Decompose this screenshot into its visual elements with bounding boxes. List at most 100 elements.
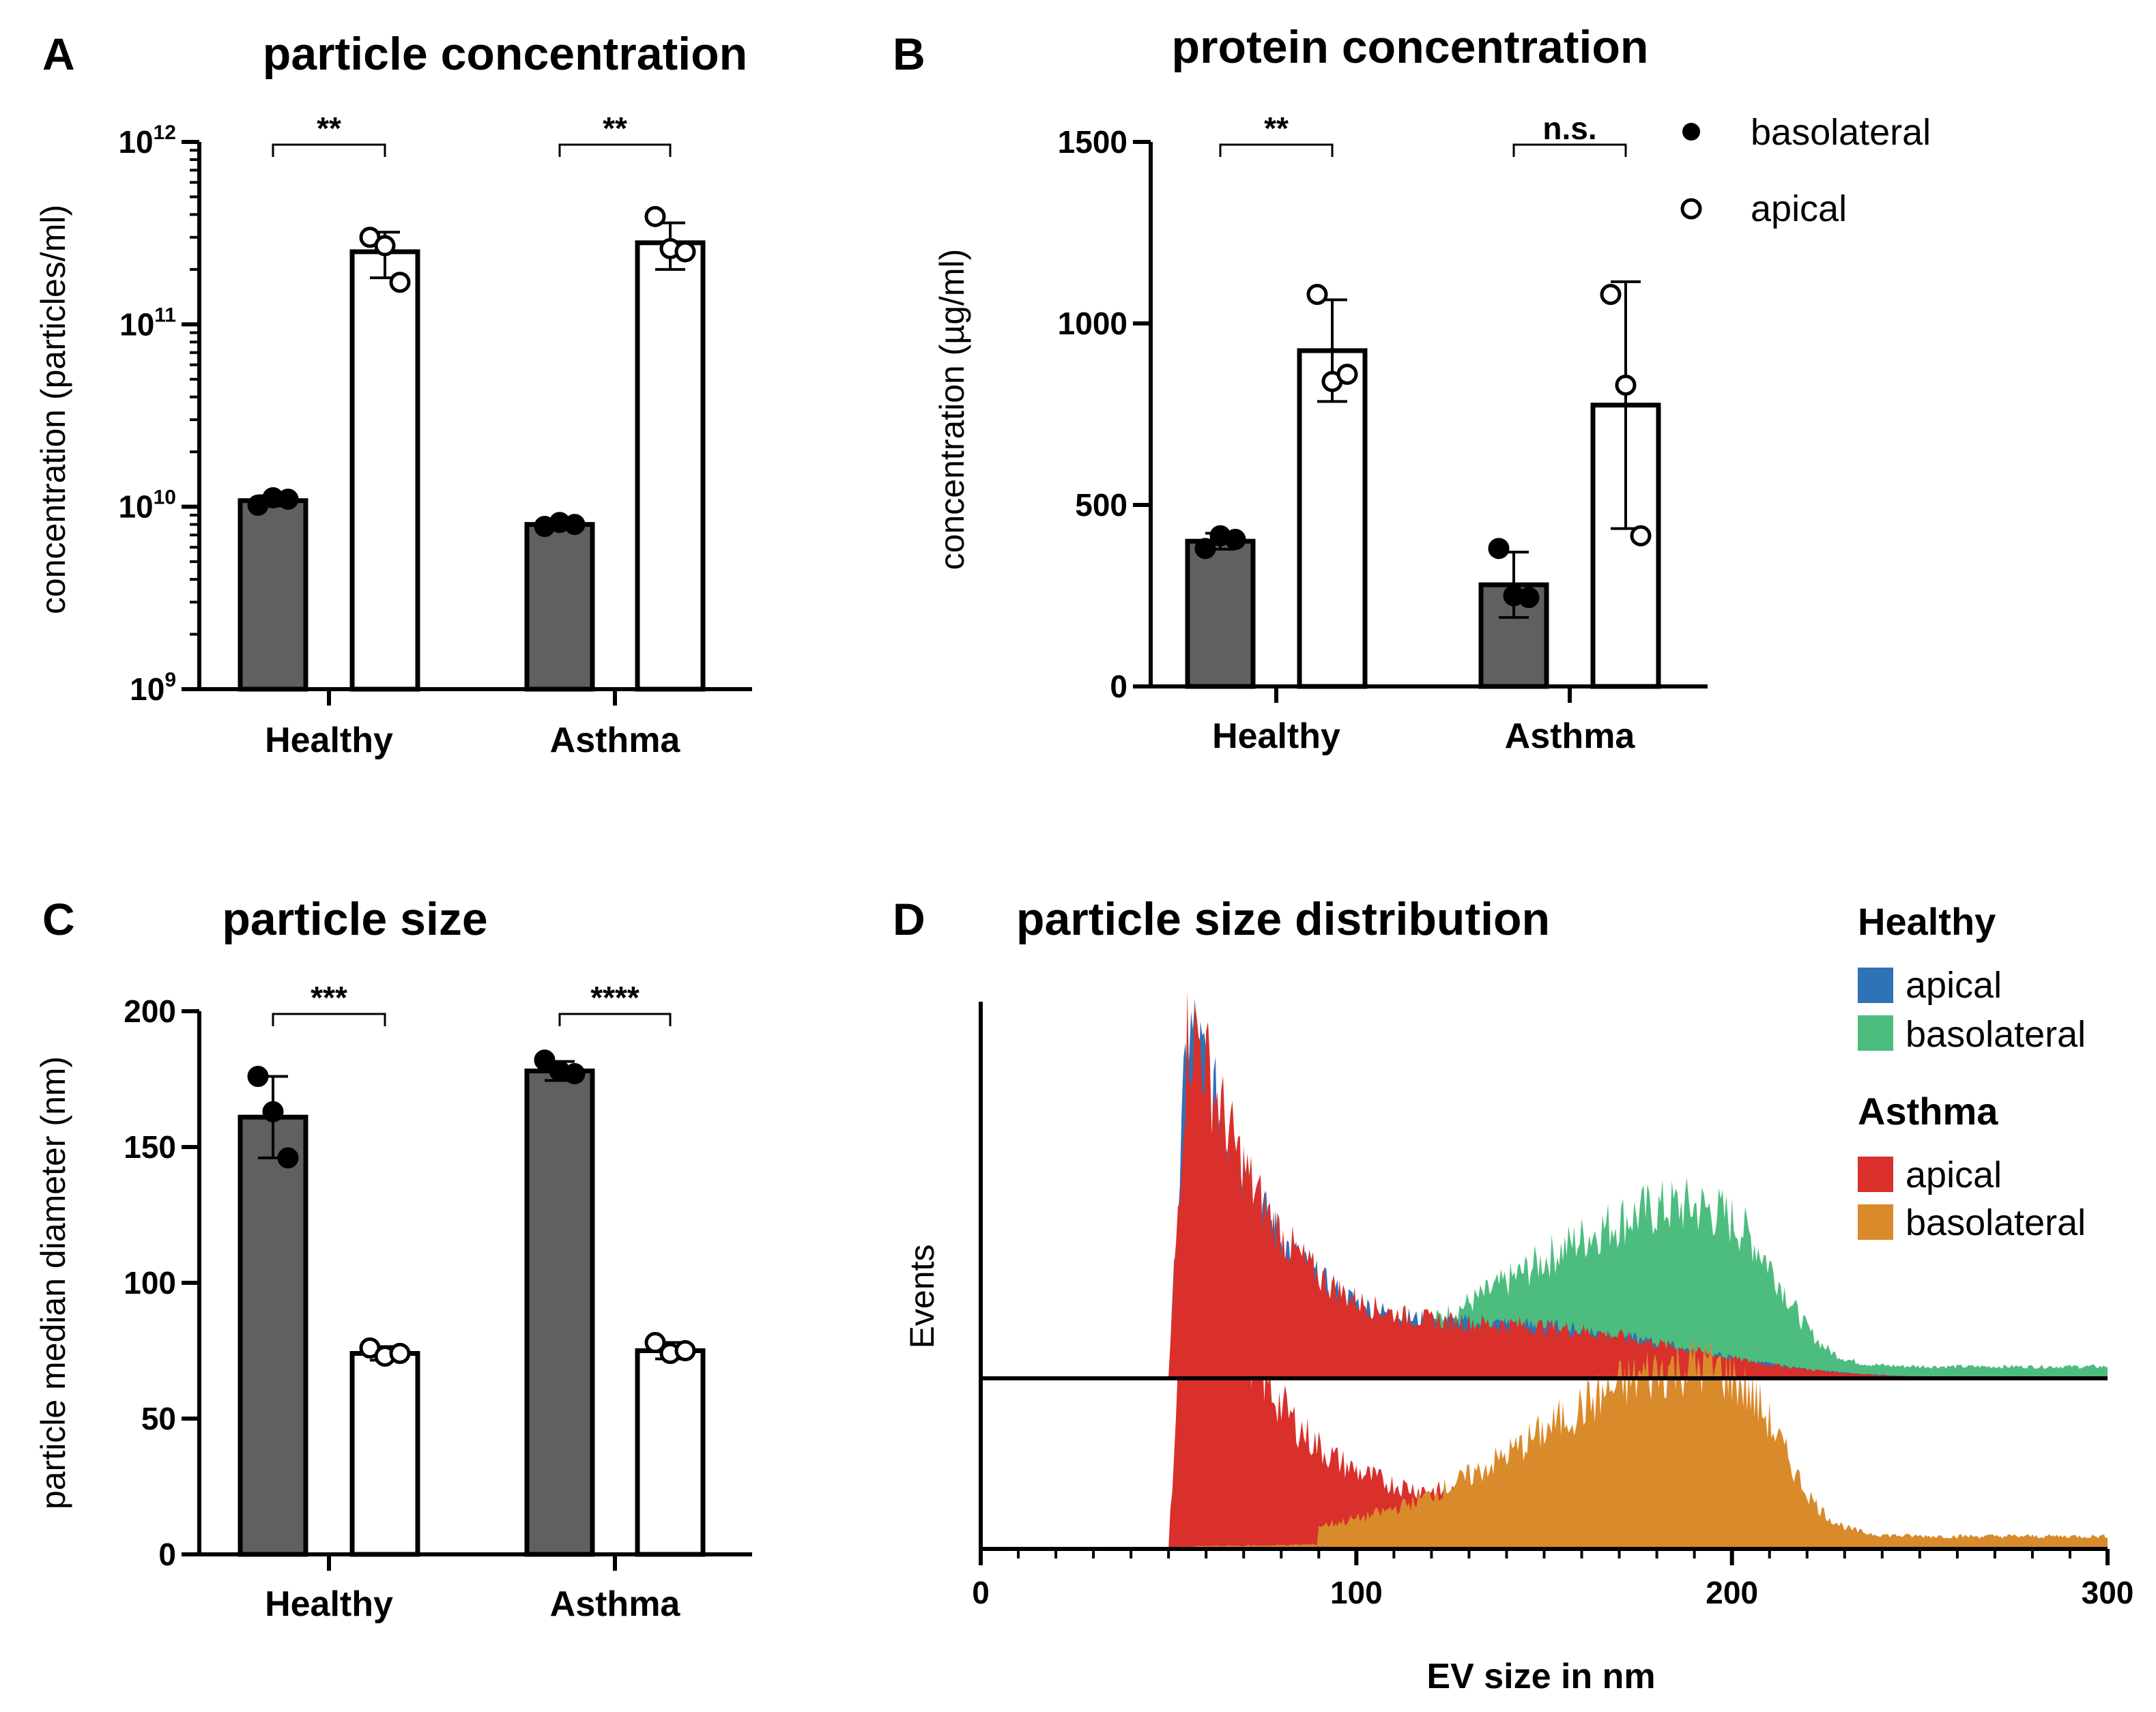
significance-label: ** [317,111,341,146]
data-point [389,272,411,293]
y-axis-label: concentration (µg/ml) [933,249,971,570]
area-asthma-apical [1168,1153,2108,1549]
panel-a-title: particle concentration [263,28,747,80]
data-point [1306,283,1328,305]
legend-basolateral-label: basolateral [1751,112,1931,153]
x-category-label: Asthma [550,721,681,760]
static-labels: A B C D particle concentration protein c… [42,21,2086,1696]
legend-asthma-heading: Asthma [1858,1090,1998,1133]
data-point [1488,538,1510,560]
significance-bracket [1219,143,1334,157]
x-tick-label: 0 [972,1575,990,1610]
legend-healthy-heading: Healthy [1858,900,1996,943]
data-point [1615,374,1637,396]
significance-label: ** [1264,111,1289,146]
y-tick-label: 1000 [1058,306,1127,341]
significance-label: ** [603,111,627,146]
y-axis-label: particle median diameter (nm) [34,1056,72,1509]
bar-basolateral-healthy [1185,538,1256,689]
bar-apical-healthy [349,249,420,692]
data-point [1224,529,1246,551]
significance-bracket [272,1013,386,1026]
y-tick-label: 500 [1075,487,1127,523]
legend-asthma-apical-label: apical [1906,1155,2002,1195]
bar-basolateral-healthy [238,498,308,692]
panel-c-title: particle size [222,893,487,945]
y-tick-label: 1500 [1058,124,1127,160]
data-point [534,1049,556,1071]
y-tick-label: 200 [124,993,176,1029]
area-asthma-basolateral [1168,1338,2108,1549]
data-point [262,1101,284,1122]
data-point [564,514,586,536]
legend-apical-label: apical [1751,188,1847,229]
legend-healthy-apical-swatch [1858,968,1893,1003]
bar-basolateral-healthy [238,1114,308,1557]
data-point [389,1342,411,1364]
y-tick-label: 0 [1110,669,1127,704]
significance-label: n.s. [1542,111,1596,146]
filled-circle-icon [1682,123,1700,141]
panel-d-title: particle size distribution [1016,893,1550,945]
panel-label-b: B [893,29,925,79]
bar-apical-healthy [1297,348,1368,689]
data-point [1194,538,1216,560]
legend-asthma-basolateral-swatch [1858,1204,1893,1240]
y-tick-label: 109 [130,669,176,707]
panel-label-c: C [42,894,75,944]
y-tick-label: 1010 [118,487,176,525]
data-point [277,1147,299,1169]
x-tick-label: 200 [1706,1575,1758,1610]
significance-bracket [558,143,672,157]
data-point [247,1066,269,1088]
data-point [564,1063,586,1085]
y-tick-label: 0 [158,1537,176,1572]
panel-A-chart: concentration (particles/ml) 109 1010 1011 1… [34,111,752,760]
panel-C-chart: particle median diameter (nm) 0 50 100 150 20… [34,980,752,1624]
x-category-label: Asthma [1505,716,1636,756]
data-point [644,205,666,227]
data-point [1600,283,1622,305]
bar-apical-asthma [635,240,706,692]
data-point [674,1340,696,1361]
significance-bracket [272,143,386,157]
data-point [1518,587,1540,609]
charts: concentration (particles/ml) 109 1010 1011 1… [34,111,2133,1624]
y-axis-label: concentration (particles/ml) [34,205,72,614]
significance-label: **** [590,980,639,1015]
area-asthma-apical-overlap [1168,990,2108,1378]
x-category-label: Asthma [550,1584,681,1624]
bar-apical-asthma [635,1348,706,1557]
legend-healthy-basolateral-label: basolateral [1906,1014,2086,1055]
data-point [374,235,396,257]
data-point [1630,525,1652,547]
data-point [674,241,696,263]
y-tick-label: 100 [124,1265,176,1301]
y-tick-label: 1011 [119,304,176,342]
x-category-label: Healthy [1212,716,1340,756]
panel-B-chart: concentration (µg/ml) 0 500 1000 1500 Healthy… [933,111,1708,756]
panel-d-y-axis-label: Events [903,1245,941,1349]
panel-D-chart: 0 100 200 300 [972,990,2133,1610]
x-category-label: Healthy [265,721,393,760]
x-tick-label: 100 [1330,1575,1383,1610]
significance-bracket [558,1013,672,1026]
x-tick-label: 300 [2082,1575,2134,1610]
y-tick-label: 150 [124,1129,176,1165]
panel-label-a: A [42,29,75,79]
significance-label: *** [311,980,347,1015]
panel-label-d: D [893,894,925,944]
legend-asthma-apical-swatch [1858,1157,1893,1192]
panel-d-x-axis-label: EV size in nm [1426,1657,1655,1696]
legend-healthy-apical-label: apical [1906,965,2002,1006]
y-tick-label: 1012 [118,121,176,160]
data-point [644,1332,666,1354]
bar-basolateral-asthma [524,1069,595,1557]
bar-basolateral-asthma [524,522,595,692]
data-point [1336,363,1358,385]
x-category-label: Healthy [265,1584,393,1624]
legend-healthy-basolateral-swatch [1858,1015,1893,1051]
legend-asthma-basolateral-label: basolateral [1906,1202,2086,1243]
